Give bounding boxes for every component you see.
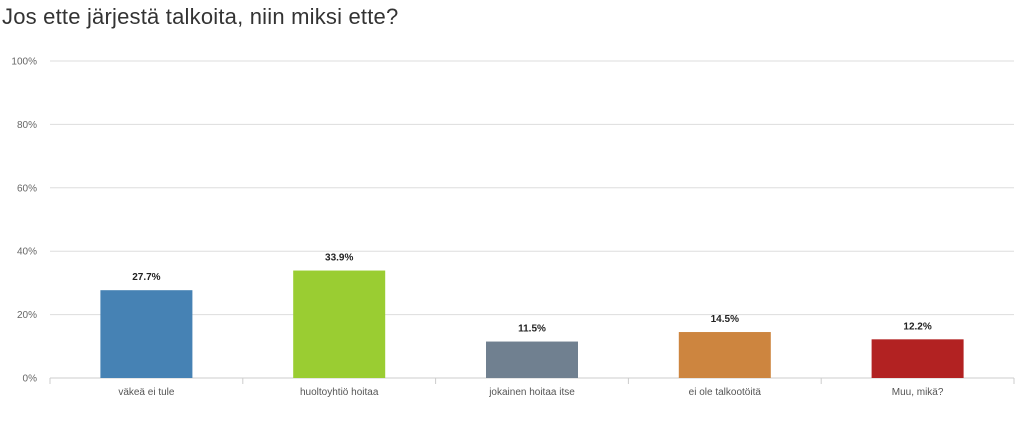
chart-title: Jos ette järjestä talkoita, niin miksi e…: [2, 4, 399, 29]
bar[interactable]: [871, 339, 964, 378]
y-tick-label: 80%: [17, 120, 37, 131]
data-label: 11.5%: [518, 324, 546, 335]
bar[interactable]: [100, 290, 193, 378]
x-tick-label: väkeä ei tule: [118, 387, 175, 398]
x-tick-label: huoltoyhtiö hoitaa: [300, 387, 379, 398]
data-label: 33.9%: [325, 253, 353, 264]
y-tick-label: 20%: [17, 310, 37, 321]
y-tick-label: 0%: [23, 374, 38, 385]
data-label: 12.2%: [903, 321, 931, 332]
x-tick-label: jokainen hoitaa itse: [488, 387, 575, 398]
y-tick-label: 60%: [17, 183, 37, 194]
data-label: 14.5%: [711, 314, 739, 325]
x-tick-label: Muu, mikä?: [892, 387, 944, 398]
bar[interactable]: [293, 270, 386, 378]
y-tick-label: 40%: [17, 247, 37, 258]
bar[interactable]: [678, 332, 771, 378]
x-tick-label: ei ole talkootöitä: [689, 387, 762, 398]
y-tick-label: 100%: [11, 57, 37, 68]
data-label: 27.7%: [132, 272, 160, 283]
bar[interactable]: [486, 341, 578, 378]
